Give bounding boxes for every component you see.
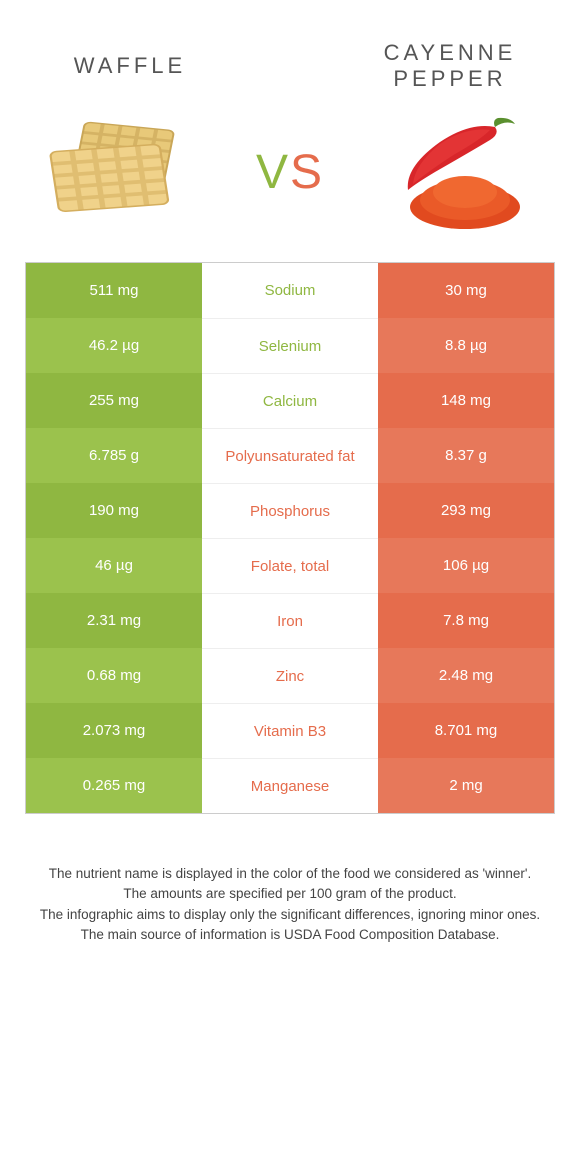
right-value: 2 mg (378, 758, 554, 813)
images-row: VS (0, 102, 580, 262)
table-row: 0.265 mgManganese2 mg (26, 758, 554, 813)
nutrient-label: Vitamin B3 (202, 703, 378, 758)
right-value: 8.701 mg (378, 703, 554, 758)
left-value: 6.785 g (26, 428, 202, 483)
right-value: 2.48 mg (378, 648, 554, 703)
nutrient-label: Phosphorus (202, 483, 378, 538)
nutrient-label: Selenium (202, 318, 378, 373)
table-row: 2.073 mgVitamin B38.701 mg (26, 703, 554, 758)
header: Waffle Cayenne pepper (0, 0, 580, 102)
nutrient-label: Polyunsaturated fat (202, 428, 378, 483)
left-value: 0.68 mg (26, 648, 202, 703)
footer-line-4: The main source of information is USDA F… (30, 925, 550, 945)
table-row: 6.785 gPolyunsaturated fat8.37 g (26, 428, 554, 483)
cayenne-image (375, 112, 535, 232)
right-value: 8.37 g (378, 428, 554, 483)
left-food-title: Waffle (30, 53, 230, 79)
footer-line-2: The amounts are specified per 100 gram o… (30, 884, 550, 904)
left-value: 255 mg (26, 373, 202, 428)
table-row: 46 µgFolate, total106 µg (26, 538, 554, 593)
nutrient-label: Manganese (202, 758, 378, 813)
nutrient-label: Calcium (202, 373, 378, 428)
left-value: 190 mg (26, 483, 202, 538)
waffle-image (45, 112, 205, 232)
footer-notes: The nutrient name is displayed in the co… (30, 864, 550, 945)
left-value: 0.265 mg (26, 758, 202, 813)
right-value: 8.8 µg (378, 318, 554, 373)
nutrient-label: Folate, total (202, 538, 378, 593)
footer-line-1: The nutrient name is displayed in the co… (30, 864, 550, 884)
nutrient-label: Sodium (202, 263, 378, 318)
vs-label: VS (256, 145, 324, 200)
left-value: 511 mg (26, 263, 202, 318)
table-row: 255 mgCalcium148 mg (26, 373, 554, 428)
table-row: 511 mgSodium30 mg (26, 263, 554, 318)
left-value: 46.2 µg (26, 318, 202, 373)
nutrient-table: 511 mgSodium30 mg46.2 µgSelenium8.8 µg25… (25, 262, 555, 814)
right-value: 30 mg (378, 263, 554, 318)
table-row: 46.2 µgSelenium8.8 µg (26, 318, 554, 373)
right-value: 293 mg (378, 483, 554, 538)
left-value: 46 µg (26, 538, 202, 593)
nutrient-label: Zinc (202, 648, 378, 703)
left-value: 2.073 mg (26, 703, 202, 758)
footer-line-3: The infographic aims to display only the… (30, 905, 550, 925)
table-row: 0.68 mgZinc2.48 mg (26, 648, 554, 703)
table-row: 190 mgPhosphorus293 mg (26, 483, 554, 538)
left-value: 2.31 mg (26, 593, 202, 648)
right-value: 106 µg (378, 538, 554, 593)
right-value: 7.8 mg (378, 593, 554, 648)
right-value: 148 mg (378, 373, 554, 428)
table-row: 2.31 mgIron7.8 mg (26, 593, 554, 648)
vs-s: S (290, 146, 324, 199)
nutrient-label: Iron (202, 593, 378, 648)
right-food-title: Cayenne pepper (350, 40, 550, 92)
vs-v: V (256, 146, 290, 199)
